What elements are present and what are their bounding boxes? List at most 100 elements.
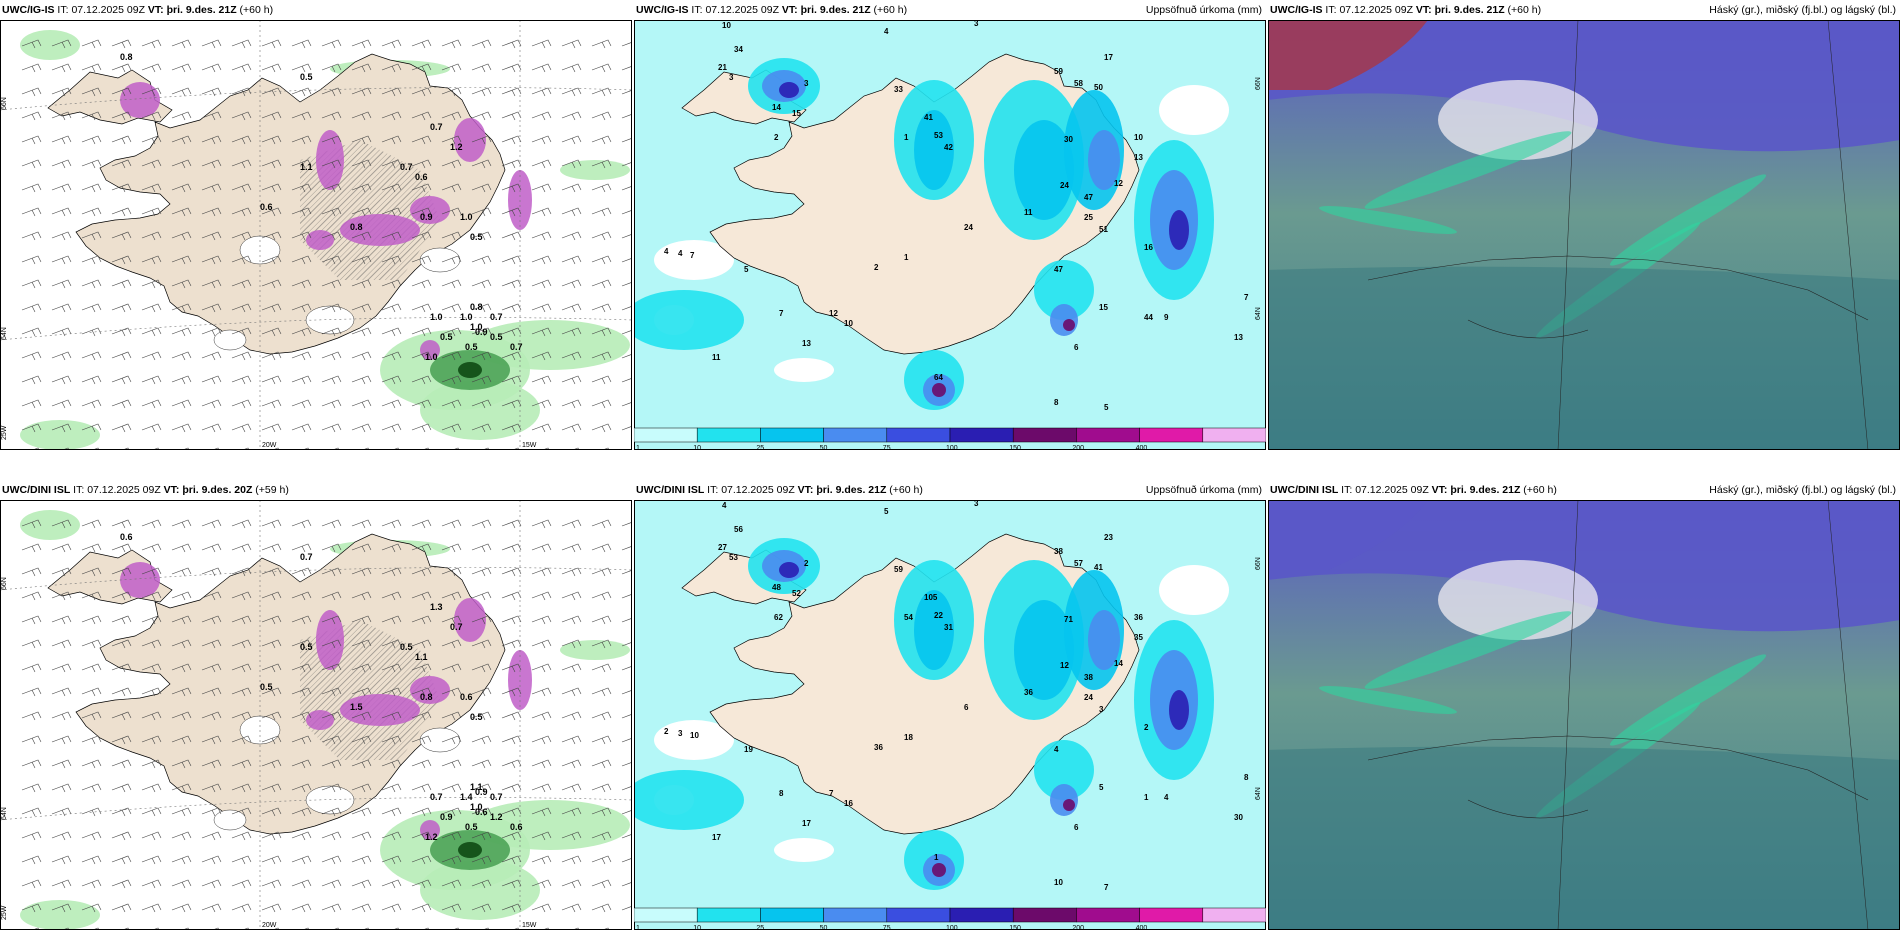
colorbar-segment: [760, 427, 824, 443]
map-frame: [0, 500, 632, 930]
accum-value-label: 25: [1084, 213, 1093, 222]
accum-value-label: 7: [1104, 883, 1109, 892]
valid-time: þri. 9.des. 21Z: [816, 484, 887, 496]
accum-value-label: 3: [729, 73, 734, 82]
axis-label: 64N: [1255, 307, 1262, 320]
vt-label: VT:: [781, 4, 798, 16]
precip-value-label: 0.6: [260, 202, 273, 212]
init-time: 07.12.2025 09Z: [1339, 4, 1413, 16]
precip-value-label: 0.5: [470, 232, 483, 242]
accum-value-label: 34: [734, 45, 743, 54]
precip-value-label: 0.5: [400, 642, 413, 652]
lead-time: (+59 h): [255, 484, 289, 496]
lead-time: (+60 h): [873, 4, 908, 16]
accum-value-label: 23: [1104, 533, 1113, 542]
accum-value-label: 17: [1104, 53, 1113, 62]
accum-value-label: 7: [779, 309, 784, 318]
accum-value-label: 12: [829, 309, 838, 318]
init-time: 07.12.2025 09Z: [71, 4, 145, 16]
colorbar-tick: 100: [946, 925, 958, 930]
accum-value-label: 4: [722, 501, 727, 510]
precip-value-label: 0.5: [470, 712, 483, 722]
accum-value-label: 7: [1244, 293, 1249, 302]
accum-value-label: 33: [894, 85, 903, 94]
accum-value-label: 105: [924, 593, 938, 602]
precip-value-label: 0.9: [420, 212, 433, 222]
accum-value-label: 41: [1094, 563, 1103, 572]
accum-value-label: 47: [1084, 193, 1093, 202]
accum-value-label: 21: [718, 63, 727, 72]
accum-value-label: 10: [844, 319, 853, 328]
axis-label: 15W: [522, 442, 537, 449]
accum-value-label: 7: [829, 789, 834, 798]
accum-value-label: 56: [734, 525, 743, 534]
precip-value-label: 1.2: [490, 812, 503, 822]
panel-variable-title: Háský (gr.), miðský (fj.bl.) og lágský (…: [1709, 4, 1896, 16]
accum-value-label: 24: [964, 223, 973, 232]
accum-value-label: 10: [1054, 878, 1063, 887]
axis-label: 64N: [1, 327, 8, 340]
colorbar-segment: [949, 427, 1014, 443]
precip-value-label: 0.7: [490, 792, 503, 802]
precip-value-label: 0.7: [430, 122, 443, 132]
colorbar: 1 10 25 50 75 100 150 200 400: [634, 907, 1266, 930]
precip-value-label: 1.2: [425, 832, 438, 842]
colorbar-tick: 1: [636, 445, 640, 450]
map-panel-dini-accum: UWC/DINI ISL IT: 07.12.2025 09Z VT: þri.…: [634, 480, 1266, 930]
accum-value-label: 57: [1074, 559, 1083, 568]
colorbar-tick: 25: [756, 445, 764, 450]
axis-label: 20W: [262, 922, 277, 929]
colorbar-segment: [1012, 427, 1077, 443]
panel-title: UWC/DINI ISL IT: 07.12.2025 09Z VT: þri.…: [636, 480, 923, 500]
panel-variable-title: Uppsöfnuð úrkoma (mm): [1145, 484, 1262, 496]
axis-label: 66N: [1, 577, 8, 590]
accum-value-label: 7: [690, 251, 695, 260]
accum-value-label: 30: [1234, 813, 1243, 822]
model-name: UWC/DINI ISL: [1270, 484, 1339, 496]
axis-label: 64N: [1, 807, 8, 820]
colorbar-tick: 75: [883, 925, 891, 930]
accum-value-label: 41: [924, 113, 933, 122]
accum-value-label: 1: [1144, 793, 1149, 802]
accum-value-label: 59: [894, 565, 903, 574]
accum-value-label: 12: [1114, 179, 1123, 188]
accum-value-label: 2: [1144, 723, 1149, 732]
precip-value-label: 0.7: [450, 622, 463, 632]
it-label: IT:: [707, 484, 719, 496]
init-time: 07.12.2025 09Z: [721, 484, 795, 496]
precip-value-label: 0.8: [420, 692, 433, 702]
accum-value-label: 27: [718, 543, 727, 552]
colorbar-tick: 150: [1009, 925, 1021, 930]
precip-value-label: 0.8: [350, 222, 363, 232]
precip-value-label: 0.8: [120, 52, 133, 62]
accum-value-label: 2: [874, 263, 879, 272]
precip-value-label: 0.7: [510, 342, 523, 352]
model-name: UWC/IG-IS: [2, 4, 55, 16]
map-frame: [634, 500, 1266, 930]
accum-value-label: 71: [1064, 615, 1073, 624]
precip-value-label: 0.5: [440, 332, 453, 342]
panel-header: UWC/IG-IS IT: 07.12.2025 09Z VT: þri. 9.…: [1268, 0, 1900, 20]
vt-label: VT:: [1415, 4, 1432, 16]
accum-value-label: 10: [722, 21, 731, 30]
axis-label: 25W: [1, 905, 8, 920]
precip-value-label: 1.0: [460, 312, 473, 322]
vt-label: VT:: [163, 484, 180, 496]
accum-value-label: 15: [1099, 303, 1108, 312]
accum-value-label: 10: [690, 731, 699, 740]
precip-value-label: 1.1: [300, 162, 313, 172]
precip-value-label: 0.7: [490, 312, 503, 322]
colorbar-segment: [1139, 907, 1204, 923]
colorbar-segment: [886, 907, 951, 923]
accum-value-label: 9: [1164, 313, 1169, 322]
accum-value-label: 1: [904, 253, 909, 262]
map-frame: [0, 20, 632, 450]
vt-label: VT:: [1431, 484, 1448, 496]
init-time: 07.12.2025 09Z: [705, 4, 779, 16]
map-canvas: [1268, 500, 1900, 930]
colorbar-tick: 10: [693, 925, 701, 930]
precip-value-label: 0.5: [300, 72, 313, 82]
accum-value-label: 2: [664, 727, 669, 736]
precip-value-label: 1.0: [470, 802, 483, 812]
